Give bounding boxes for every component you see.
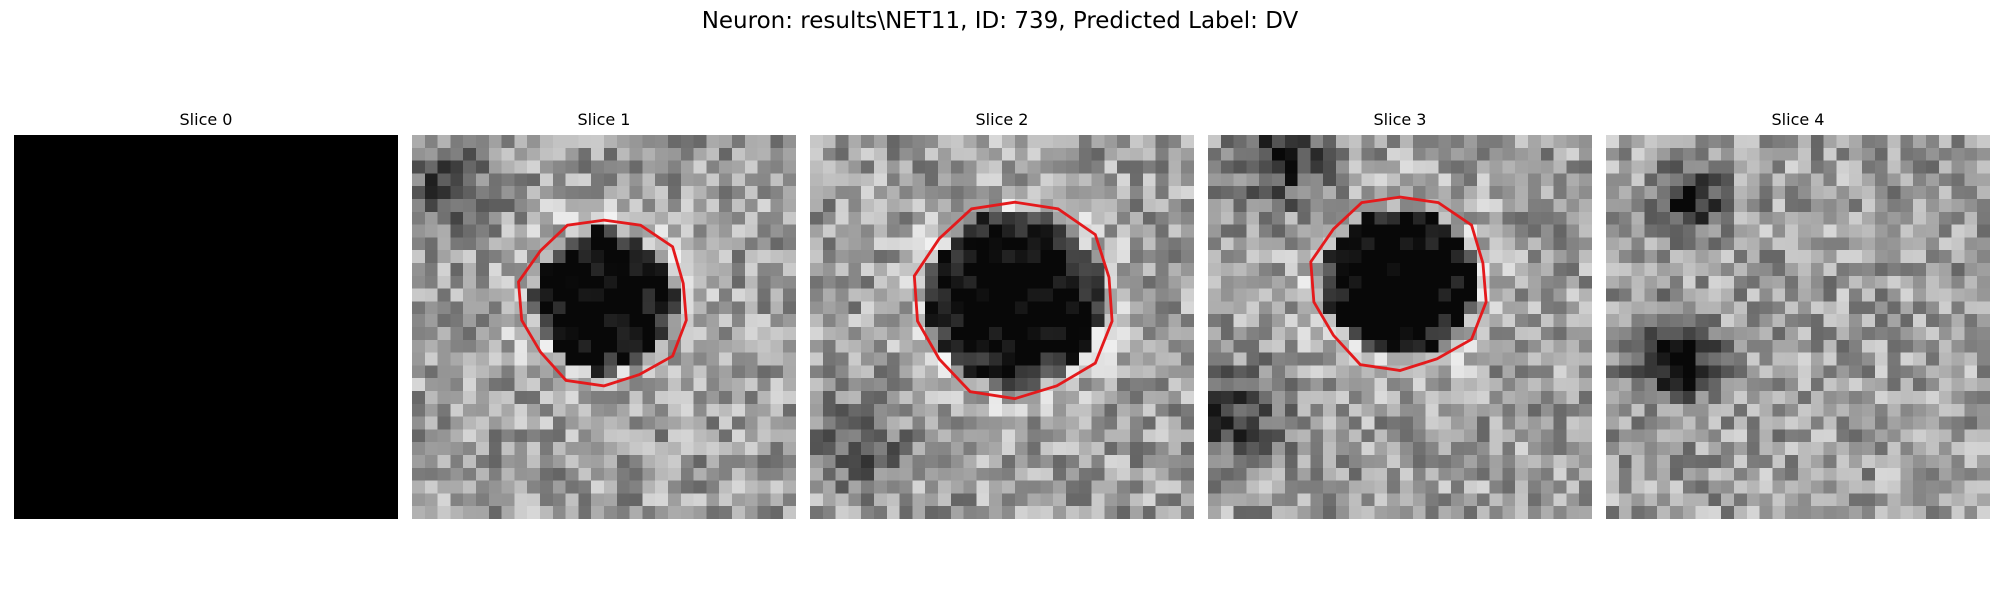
roi-contour — [1309, 195, 1488, 372]
slice-title: Slice 4 — [1771, 110, 1825, 129]
slice-image-3 — [1208, 135, 1592, 519]
figure-title: Neuron: results\NET11, ID: 739, Predicte… — [701, 8, 1299, 34]
slice-image-1 — [412, 135, 796, 519]
slice-image-0 — [14, 135, 398, 519]
slice-panel-4: Slice 4 — [1606, 108, 1990, 519]
slice-panel-2: Slice 2 — [810, 108, 1194, 519]
roi-contour — [517, 218, 688, 388]
roi-contour — [912, 200, 1114, 401]
slice-title: Slice 2 — [975, 110, 1029, 129]
slice-title: Slice 3 — [1373, 110, 1427, 129]
slice-title: Slice 1 — [577, 110, 631, 129]
slice-image-2 — [810, 135, 1194, 519]
slice-panel-0: Slice 0 — [14, 108, 398, 519]
slice-panel-1: Slice 1 — [412, 108, 796, 519]
slice-title: Slice 0 — [179, 110, 233, 129]
slice-panel-3: Slice 3 — [1208, 108, 1592, 519]
slice-image-4 — [1606, 135, 1990, 519]
blank-slice-fill — [14, 135, 398, 519]
